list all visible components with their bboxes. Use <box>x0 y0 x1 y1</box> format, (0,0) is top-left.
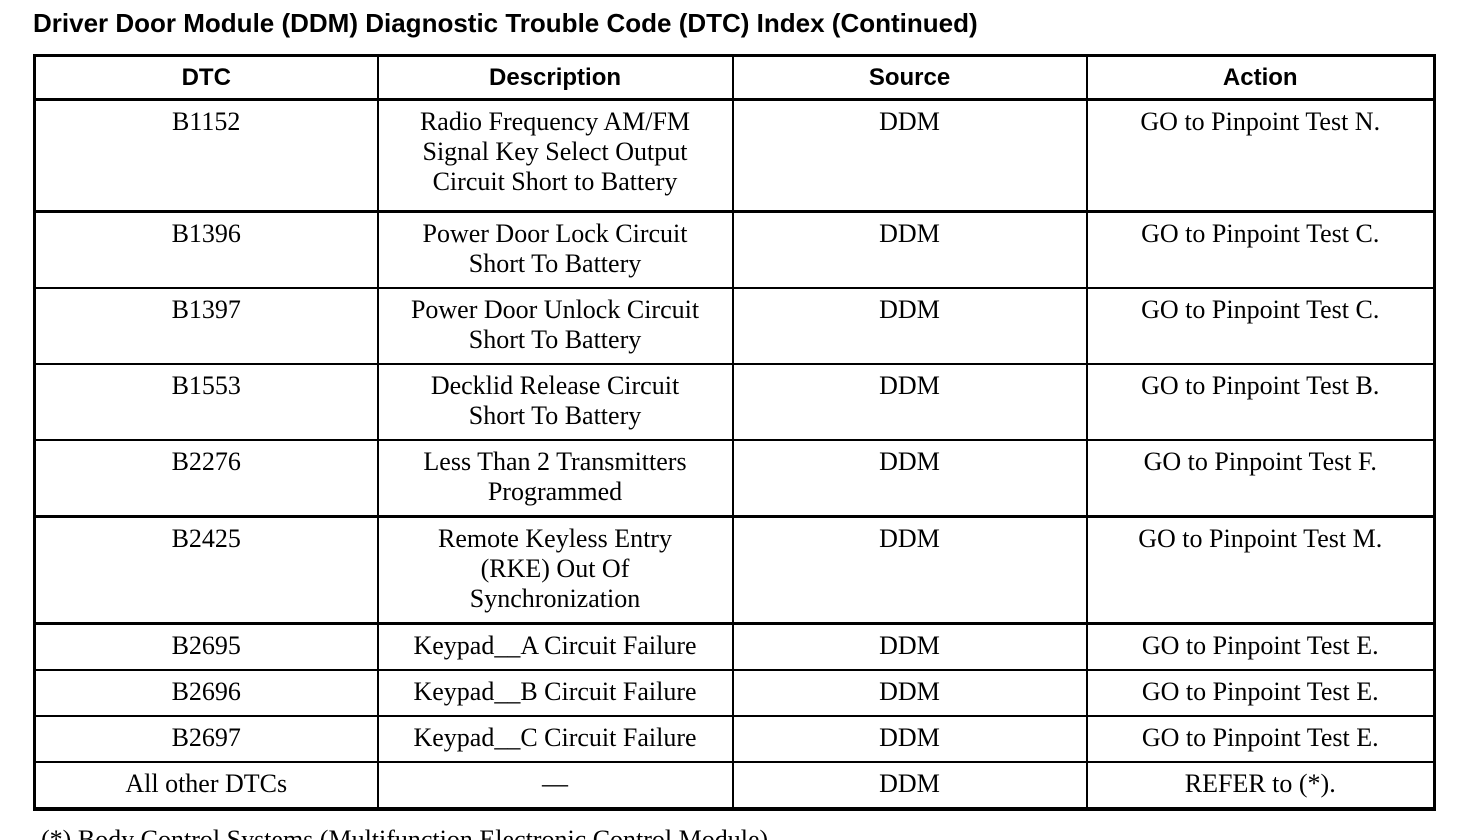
dtc-cell: B1397 <box>33 287 379 365</box>
table-row: B1396 Power Door Lock Circuit Short To B… <box>33 210 1436 289</box>
table-row: B2276 Less Than 2 Transmitters Programme… <box>33 439 1436 518</box>
table-header-row: DTC Description Source Action <box>33 54 1436 101</box>
description-cell: Keypad__B Circuit Failure <box>376 669 734 717</box>
column-header-description: Description <box>376 54 734 101</box>
action-cell: GO to Pinpoint Test E. <box>1085 622 1436 671</box>
description-cell: Radio Frequency AM/FM Signal Key Select … <box>376 98 734 213</box>
table-row: B2697 Keypad__C Circuit Failure DDM GO t… <box>33 715 1436 763</box>
dtc-cell: B2276 <box>33 439 379 518</box>
action-cell: GO to Pinpoint Test B. <box>1085 363 1436 441</box>
table-row: B1152 Radio Frequency AM/FM Signal Key S… <box>33 98 1436 213</box>
column-header-source: Source <box>731 54 1088 101</box>
source-cell: DDM <box>731 515 1088 625</box>
description-cell: Power Door Unlock Circuit Short To Batte… <box>376 287 734 365</box>
action-cell: GO to Pinpoint Test C. <box>1085 287 1436 365</box>
source-cell: DDM <box>731 715 1088 763</box>
source-cell: DDM <box>731 669 1088 717</box>
action-cell: GO to Pinpoint Test E. <box>1085 669 1436 717</box>
source-cell: DDM <box>731 210 1088 289</box>
description-cell: Less Than 2 Transmitters Programmed <box>376 439 734 518</box>
dtc-cell: B1396 <box>33 210 379 289</box>
dtc-index-table: DTC Description Source Action B1152 Radi… <box>33 54 1436 811</box>
source-cell: DDM <box>731 98 1088 213</box>
dtc-cell: B1553 <box>33 363 379 441</box>
action-cell: GO to Pinpoint Test M. <box>1085 515 1436 625</box>
description-cell: Keypad__A Circuit Failure <box>376 622 734 671</box>
action-cell: GO to Pinpoint Test F. <box>1085 439 1436 518</box>
source-cell: DDM <box>731 761 1088 810</box>
table-row: B2695 Keypad__A Circuit Failure DDM GO t… <box>33 622 1436 671</box>
dtc-cell: B2695 <box>33 622 379 671</box>
action-cell: GO to Pinpoint Test C. <box>1085 210 1436 289</box>
source-cell: DDM <box>731 287 1088 365</box>
dtc-cell: B2697 <box>33 715 379 763</box>
table-row: B1397 Power Door Unlock Circuit Short To… <box>33 287 1436 365</box>
action-cell: GO to Pinpoint Test E. <box>1085 715 1436 763</box>
column-header-action: Action <box>1085 54 1436 101</box>
description-cell: Keypad__C Circuit Failure <box>376 715 734 763</box>
description-cell: Power Door Lock Circuit Short To Battery <box>376 210 734 289</box>
table-row: All other DTCs — DDM REFER to (*). <box>33 761 1436 810</box>
table-row: B1553 Decklid Release Circuit Short To B… <box>33 363 1436 441</box>
description-cell: Remote Keyless Entry (RKE) Out Of Synchr… <box>376 515 734 625</box>
dtc-cell: B2696 <box>33 669 379 717</box>
description-cell: Decklid Release Circuit Short To Battery <box>376 363 734 441</box>
dtc-cell: All other DTCs <box>33 761 379 810</box>
source-cell: DDM <box>731 363 1088 441</box>
table-row: B2425 Remote Keyless Entry (RKE) Out Of … <box>33 515 1436 625</box>
source-cell: DDM <box>731 439 1088 518</box>
table-row: B2696 Keypad__B Circuit Failure DDM GO t… <box>33 669 1436 717</box>
dtc-cell: B2425 <box>33 515 379 625</box>
page-title: Driver Door Module (DDM) Diagnostic Trou… <box>33 8 978 38</box>
dtc-cell: B1152 <box>33 98 379 213</box>
footnote: (*) Body Control Systems (Multifunction … <box>41 825 769 840</box>
action-cell: GO to Pinpoint Test N. <box>1085 98 1436 213</box>
source-cell: DDM <box>731 622 1088 671</box>
column-header-dtc: DTC <box>33 54 379 101</box>
description-cell: — <box>376 761 734 810</box>
action-cell: REFER to (*). <box>1085 761 1436 810</box>
